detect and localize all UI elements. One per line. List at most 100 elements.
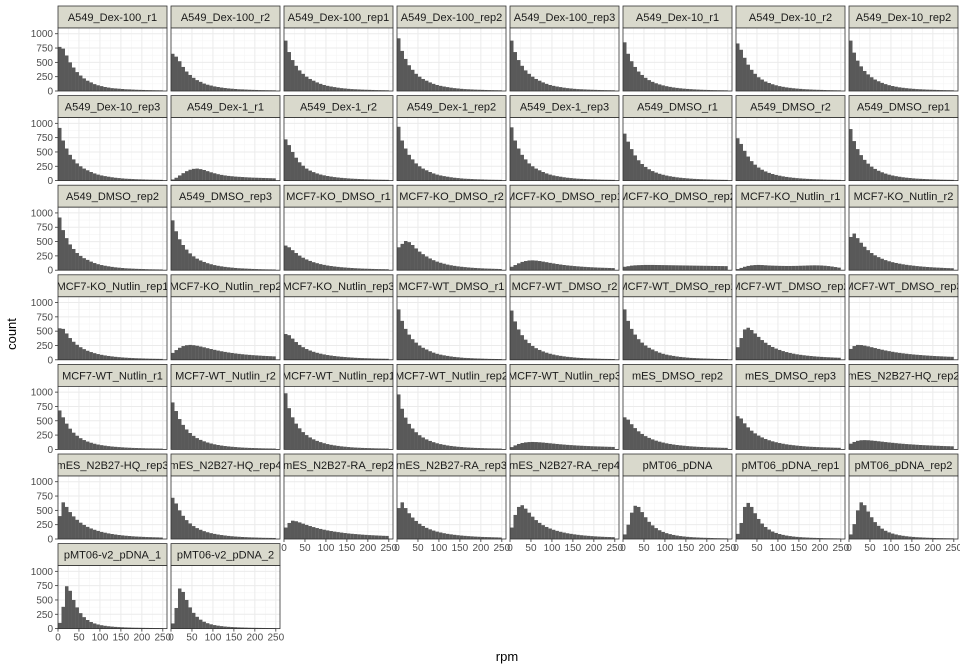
histogram-bar: [385, 358, 389, 360]
histogram-bar: [381, 90, 386, 91]
histogram-bar: [92, 529, 97, 539]
histogram-bar: [82, 524, 86, 539]
histogram-bar: [226, 626, 231, 629]
histogram-bar: [643, 264, 648, 271]
histogram-bar: [212, 265, 217, 271]
panel-border: [509, 475, 620, 540]
histogram-bar: [597, 89, 601, 91]
histogram-bar: [579, 178, 584, 181]
histogram-bar: [894, 352, 898, 360]
histogram-bar: [859, 502, 863, 539]
histogram-bar: [75, 435, 79, 450]
histogram-bar: [480, 268, 485, 271]
histogram-bar: [791, 353, 796, 360]
histogram-bar: [523, 159, 528, 181]
histogram-bar: [322, 529, 326, 539]
histogram-bar: [809, 265, 813, 271]
histogram-bar: [106, 626, 111, 629]
histogram-bar: [470, 89, 474, 91]
histogram-bar: [78, 347, 83, 360]
histogram-bar: [572, 178, 577, 181]
histogram-bar: [473, 447, 478, 450]
panel-border: [57, 296, 168, 361]
histogram-bar: [177, 510, 182, 539]
histogram-bar: [866, 440, 870, 450]
facet-label: A549_Dex-10_r1: [636, 12, 719, 24]
histogram-bar: [378, 179, 382, 181]
histogram-bar: [315, 440, 319, 450]
histogram-bar: [346, 447, 351, 450]
histogram-bar: [513, 52, 517, 91]
histogram-bar: [491, 179, 495, 181]
x-tick-label: 100: [544, 543, 561, 554]
facet-label: A549_Dex-100_rep2: [401, 12, 503, 24]
histogram-bar: [569, 178, 573, 181]
histogram-bar: [869, 517, 874, 539]
facet-label: mES_N2B27-HQ_rep4: [170, 460, 282, 472]
histogram-bar: [710, 265, 714, 271]
histogram-bar: [174, 350, 178, 360]
histogram-bar: [174, 177, 178, 181]
histogram-bar: [873, 522, 877, 539]
histogram-bar: [414, 248, 418, 271]
histogram-bar: [593, 536, 598, 539]
x-tick-label: 100: [770, 543, 787, 554]
facet-label: MCF7-KO_Nutlin_rep3: [283, 281, 395, 293]
histogram-bar: [198, 169, 203, 181]
histogram-bar: [791, 177, 796, 181]
histogram-bar: [131, 447, 135, 450]
histogram-bar: [308, 78, 312, 91]
histogram-bar: [901, 87, 905, 91]
histogram-bar: [155, 537, 160, 539]
y-tick-label: 250: [36, 341, 53, 352]
histogram-bar: [332, 266, 337, 271]
histogram-bar: [428, 440, 432, 450]
histogram-bar: [198, 529, 203, 539]
histogram-bar: [350, 357, 354, 360]
histogram-bar: [216, 444, 220, 450]
histogram-bar: [124, 535, 128, 539]
histogram-bar: [113, 177, 118, 181]
histogram-bar: [198, 439, 203, 450]
histogram-bar: [925, 266, 930, 271]
histogram-bar: [357, 89, 361, 91]
histogram-bar: [343, 446, 347, 450]
facet-panel: A549_Dex-100_rep3: [509, 5, 620, 92]
histogram-bar: [237, 268, 241, 271]
histogram-bar: [548, 353, 552, 360]
histogram-bar: [600, 358, 605, 360]
histogram-bar: [435, 84, 439, 91]
histogram-bar: [85, 620, 90, 629]
histogram-bar: [689, 357, 693, 360]
panel-border: [735, 117, 846, 181]
histogram-bar: [576, 266, 580, 271]
histogram-bar: [717, 358, 721, 360]
panel-border: [735, 475, 846, 540]
histogram-bar: [181, 424, 185, 450]
histogram-bar: [424, 349, 429, 360]
histogram-bar: [191, 612, 196, 629]
histogram-bar: [237, 536, 241, 539]
histogram-bar: [463, 267, 467, 271]
y-axis-title: count: [4, 318, 19, 350]
histogram-bar: [64, 423, 69, 450]
panel-border: [170, 206, 281, 271]
histogram-bar: [442, 355, 446, 360]
histogram-bar: [911, 536, 916, 539]
histogram-bar: [148, 269, 153, 271]
histogram-bar: [428, 529, 432, 539]
histogram-bar: [487, 448, 492, 450]
histogram-bar: [777, 175, 782, 181]
histogram-bar: [852, 441, 856, 450]
histogram-bar: [894, 86, 898, 91]
histogram-bar: [181, 245, 185, 271]
histogram-bar: [106, 266, 111, 271]
histogram-bar: [675, 356, 679, 360]
histogram-bar: [110, 446, 114, 450]
facet-label: mES_N2B27-HQ_rep3: [57, 460, 169, 472]
panel-border: [622, 27, 733, 92]
histogram-bar: [212, 533, 217, 539]
histogram-bar: [117, 627, 121, 629]
y-tick-label: 1000: [31, 29, 54, 40]
histogram-bar: [498, 448, 502, 450]
